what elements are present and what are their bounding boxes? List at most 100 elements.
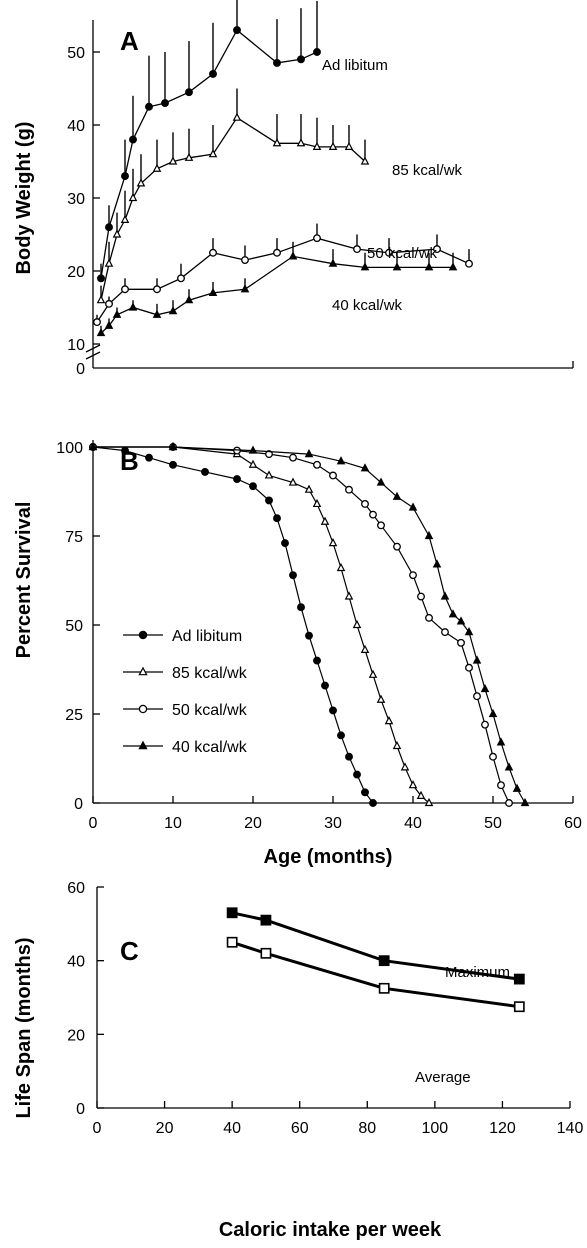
- data-point: [264, 470, 274, 479]
- data-point: [352, 619, 362, 629]
- y-tick-label: 25: [65, 707, 83, 724]
- y-tick-label: 30: [67, 191, 85, 208]
- data-point: [361, 788, 369, 797]
- series-label: Maximum: [445, 964, 510, 981]
- data-point: [248, 445, 258, 454]
- data-point: [312, 498, 322, 508]
- panel-a: A Body Weight (g) 10 20 30 40 50 0 Ad libitum 8…: [13, 0, 574, 378]
- data-point: [105, 299, 113, 308]
- legend-marker: [138, 704, 148, 714]
- data-point: [376, 694, 386, 703]
- series-line-1: [231, 940, 520, 1009]
- data-point: [392, 262, 402, 271]
- data-point: [513, 973, 525, 985]
- data-point: [328, 141, 338, 150]
- data-point: [424, 530, 434, 540]
- data-point: [153, 285, 161, 294]
- y-tick-label: 50: [65, 618, 83, 635]
- legend-marker: [138, 740, 148, 750]
- data-point: [121, 172, 129, 181]
- panel-c-plot: 0 20 40 60 0 20 40 60 80 100 120 140 Maximum Average: [67, 880, 583, 1137]
- data-point: [305, 631, 313, 640]
- data-point: [226, 936, 238, 948]
- series-line-0: [231, 911, 520, 981]
- series-label: 50 kcal/wk: [367, 245, 438, 262]
- data-point: [345, 752, 353, 761]
- data-point: [360, 262, 370, 271]
- data-point: [240, 284, 250, 293]
- data-point: [496, 737, 506, 746]
- panel-b: B Percent Survival Age (months) 02550751…: [13, 440, 582, 868]
- panel-c-xlabel: Caloric intake per week: [219, 1219, 442, 1241]
- y-tick-label: 20: [67, 1027, 85, 1044]
- data-point: [353, 245, 361, 254]
- data-point: [273, 248, 281, 257]
- data-point: [377, 521, 385, 530]
- data-point: [168, 306, 178, 315]
- x-tick-label: 10: [164, 815, 182, 832]
- legend-label: 85 kcal/wk: [172, 665, 248, 682]
- legend-label: 40 kcal/wk: [172, 739, 248, 756]
- data-point: [128, 302, 138, 311]
- data-point: [457, 638, 465, 647]
- data-point: [88, 441, 98, 451]
- data-point: [361, 500, 369, 508]
- legend-label: Ad libitum: [172, 628, 242, 645]
- panel-c: C Life Span (months) Caloric intake per …: [13, 880, 583, 1241]
- data-point: [384, 716, 394, 725]
- data-point: [353, 770, 361, 779]
- x-tick-label: 140: [557, 1120, 584, 1137]
- data-point: [136, 178, 146, 187]
- panel-a-plot: 10 20 30 40 50 0 Ad libitum 85 kcal/wk 50 kcal/w…: [67, 0, 574, 378]
- data-point: [297, 55, 305, 64]
- data-point: [265, 496, 273, 505]
- data-point: [329, 706, 337, 715]
- data-point: [232, 112, 242, 121]
- data-point: [233, 26, 241, 35]
- data-point: [465, 259, 473, 268]
- data-point: [121, 446, 129, 455]
- data-point: [93, 318, 101, 327]
- data-point: [344, 591, 354, 600]
- data-point: [209, 69, 217, 78]
- data-point: [313, 48, 321, 56]
- y-tick-label: 0: [76, 1101, 85, 1118]
- data-point: [121, 285, 129, 294]
- data-point: [337, 731, 345, 740]
- y-tick-label: 60: [67, 880, 85, 897]
- data-point: [226, 907, 238, 919]
- data-point: [273, 59, 281, 67]
- y-tick-label: 40: [67, 118, 85, 135]
- x-tick-label: 40: [404, 815, 422, 832]
- legend-marker: [138, 666, 148, 676]
- data-point: [105, 223, 113, 232]
- x-tick-label: 50: [484, 815, 502, 832]
- data-point: [208, 149, 218, 158]
- data-point: [473, 692, 481, 701]
- data-point: [152, 309, 162, 318]
- data-point: [505, 799, 513, 807]
- data-point: [201, 467, 209, 476]
- data-point: [304, 449, 314, 458]
- data-point: [416, 790, 426, 799]
- axis-break-mark: [85, 351, 101, 360]
- data-point: [168, 441, 178, 451]
- data-point: [393, 542, 401, 551]
- x-tick-label: 20: [244, 815, 262, 832]
- data-point: [248, 459, 258, 468]
- data-point: [313, 460, 321, 469]
- data-point: [424, 797, 434, 807]
- panel-b-plot: 0 25 50 75 100 0 10 20 30 40 50 60 Ad libitum 85 kcal…: [56, 440, 582, 832]
- data-point: [96, 295, 106, 304]
- x-tick-label: 60: [564, 815, 582, 832]
- x-tick-label: 0: [93, 1120, 102, 1137]
- data-point: [128, 192, 138, 202]
- x-tick-label: 60: [291, 1120, 309, 1137]
- y-tick-label: 10: [67, 337, 85, 354]
- x-tick-label: 20: [156, 1120, 174, 1137]
- y-tick-label: 40: [67, 954, 85, 971]
- data-point: [378, 955, 390, 967]
- data-point: [385, 248, 393, 257]
- series-line-3: [93, 446, 526, 804]
